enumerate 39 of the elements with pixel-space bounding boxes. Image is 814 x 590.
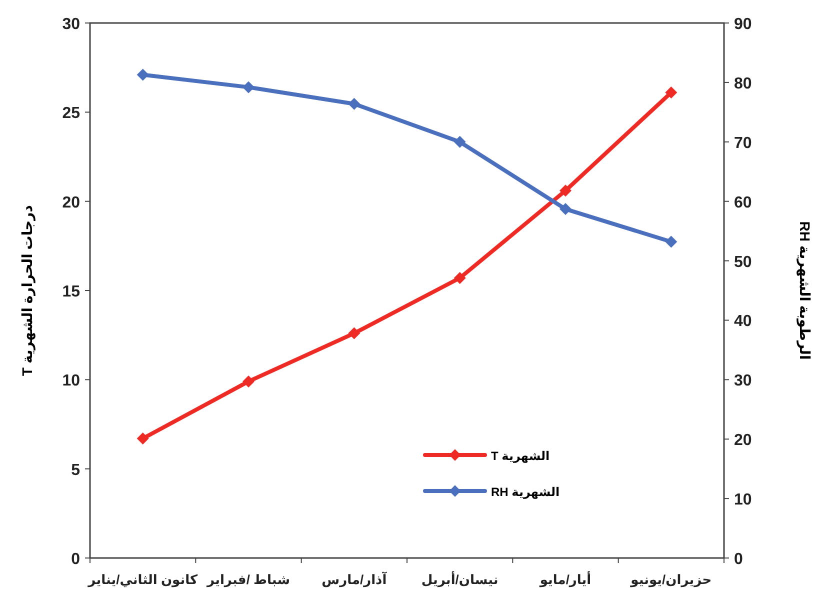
y2-axis-title: الرطوبة الشهرية RH xyxy=(796,221,813,360)
point xyxy=(242,375,254,388)
y-tick-label: 10 xyxy=(62,372,80,390)
x-tick-label: حزيران/يونيو xyxy=(630,572,712,588)
point xyxy=(454,136,466,148)
y2-tick-label: 10 xyxy=(734,492,752,509)
y-tick-label: 5 xyxy=(71,462,80,479)
y2-tick-label: 40 xyxy=(734,313,752,330)
x-tick-label: آذار/مارس xyxy=(322,571,388,588)
legend-label: RH الشهرية xyxy=(491,485,560,499)
y2-tick-label: 60 xyxy=(734,194,752,212)
x-tick-label: شباط /فبراير xyxy=(206,572,290,588)
point xyxy=(665,86,678,99)
point xyxy=(242,81,254,94)
point xyxy=(136,68,149,81)
point xyxy=(665,236,678,248)
y2-tick-label: 50 xyxy=(734,254,752,271)
point xyxy=(136,432,149,445)
y2-tick-label: 90 xyxy=(734,16,752,33)
y2-tick-label: 80 xyxy=(734,75,752,92)
point xyxy=(560,184,572,197)
point xyxy=(348,327,360,340)
y2-tick-label: 30 xyxy=(734,372,752,390)
legend-label: T الشهرية xyxy=(491,449,550,463)
x-tick-label: أيار/مايو xyxy=(538,571,592,588)
y-tick-label: 30 xyxy=(62,16,80,33)
y-tick-label: 0 xyxy=(71,551,80,568)
point xyxy=(454,272,466,284)
x-tick-label: كانون الثاني/يناير xyxy=(87,572,198,588)
y2-tick-label: 70 xyxy=(734,134,752,152)
y2-tick-label: 0 xyxy=(734,551,743,568)
y-tick-label: 25 xyxy=(62,105,80,122)
point xyxy=(560,203,572,216)
x-tick-label: نيسان/أبريل xyxy=(421,571,498,588)
point xyxy=(348,98,360,110)
y2-tick-label: 20 xyxy=(734,432,752,450)
y-tick-label: 15 xyxy=(62,284,80,300)
y-axis-title: درجات الحرارة الشهرية T xyxy=(19,205,36,376)
y-tick-label: 20 xyxy=(62,194,80,212)
